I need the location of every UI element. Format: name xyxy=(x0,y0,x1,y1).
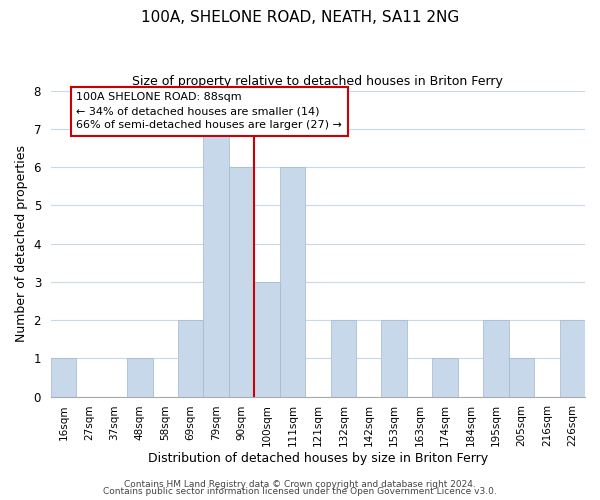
Bar xyxy=(560,320,585,396)
Bar xyxy=(127,358,152,397)
X-axis label: Distribution of detached houses by size in Briton Ferry: Distribution of detached houses by size … xyxy=(148,452,488,465)
Bar xyxy=(331,320,356,396)
Bar xyxy=(178,320,203,396)
Text: 100A SHELONE ROAD: 88sqm
← 34% of detached houses are smaller (14)
66% of semi-d: 100A SHELONE ROAD: 88sqm ← 34% of detach… xyxy=(76,92,342,130)
Text: 100A, SHELONE ROAD, NEATH, SA11 2NG: 100A, SHELONE ROAD, NEATH, SA11 2NG xyxy=(141,10,459,25)
Bar xyxy=(254,282,280,397)
Bar xyxy=(229,167,254,396)
Bar xyxy=(203,129,229,396)
Text: Contains HM Land Registry data © Crown copyright and database right 2024.: Contains HM Land Registry data © Crown c… xyxy=(124,480,476,489)
Y-axis label: Number of detached properties: Number of detached properties xyxy=(15,145,28,342)
Title: Size of property relative to detached houses in Briton Ferry: Size of property relative to detached ho… xyxy=(133,75,503,88)
Bar xyxy=(509,358,534,397)
Bar xyxy=(433,358,458,397)
Bar xyxy=(51,358,76,397)
Text: Contains public sector information licensed under the Open Government Licence v3: Contains public sector information licen… xyxy=(103,487,497,496)
Bar xyxy=(382,320,407,396)
Bar xyxy=(483,320,509,396)
Bar xyxy=(280,167,305,396)
